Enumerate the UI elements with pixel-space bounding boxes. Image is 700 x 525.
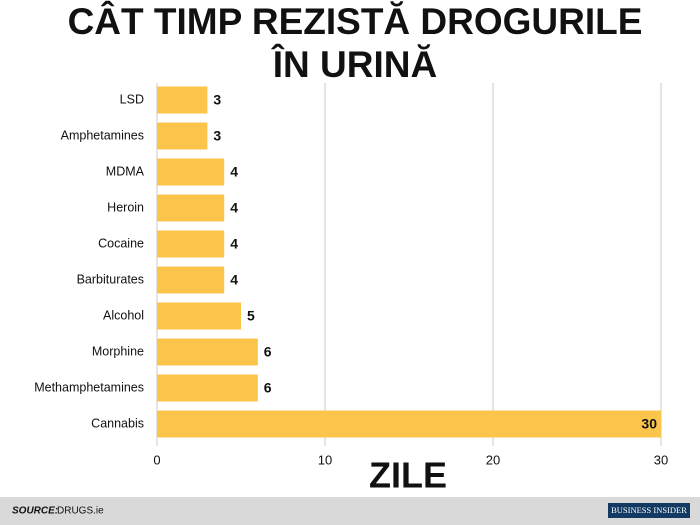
bar: [157, 230, 225, 258]
value-label: 4: [230, 200, 238, 216]
brand: BUSINESS INSIDER: [611, 505, 687, 515]
bar: [157, 194, 225, 222]
bar: [157, 158, 225, 186]
x-axis-label: ZILE: [369, 455, 447, 496]
value-label: 4: [230, 164, 238, 180]
bar: [157, 302, 241, 330]
plot: 0 10 20 30 LSD 3 Amphetamines 3 MDMA 4 Heroin 4 Coca…: [34, 83, 668, 467]
value-label: 6: [264, 380, 272, 396]
y-tick-label: Cocaine: [98, 236, 144, 250]
bar: [157, 338, 258, 366]
y-tick-label: Morphine: [92, 344, 144, 358]
brand-logo: [608, 503, 690, 518]
y-tick-label: Alcohol: [103, 308, 144, 322]
value-label: 4: [230, 236, 238, 252]
value-label: 6: [264, 344, 272, 360]
x-tick-label: 10: [318, 452, 332, 467]
x-tick-label: 30: [654, 452, 668, 467]
footer: [0, 497, 700, 525]
x-tick-label: 0: [153, 452, 160, 467]
x-tick-label: 20: [486, 452, 500, 467]
y-tick-label: MDMA: [106, 164, 145, 178]
value-label: 3: [213, 92, 221, 108]
value-label: 3: [213, 128, 221, 144]
value-label: 5: [247, 308, 255, 324]
y-tick-label: Cannabis: [91, 416, 144, 430]
y-tick-label: Heroin: [107, 200, 144, 214]
y-tick-label: LSD: [120, 92, 144, 106]
chart-title: CÂT TIMP REZISTĂ DROGURILE: [68, 0, 643, 42]
value-label: 30: [641, 416, 657, 432]
bar: [157, 266, 225, 294]
bar: [157, 410, 661, 438]
chart-title: ÎN URINĂ: [271, 43, 437, 85]
value-label: 4: [230, 272, 238, 288]
y-tick-label: Amphetamines: [61, 128, 144, 142]
bar: [157, 374, 258, 402]
y-tick-label: Methamphetamines: [34, 380, 144, 394]
bar: [157, 86, 208, 114]
bar: [157, 122, 208, 150]
source: DRUGS.ie: [57, 506, 104, 517]
source-label: SOURCE:: [12, 506, 58, 517]
y-tick-label: Barbiturates: [77, 272, 144, 286]
